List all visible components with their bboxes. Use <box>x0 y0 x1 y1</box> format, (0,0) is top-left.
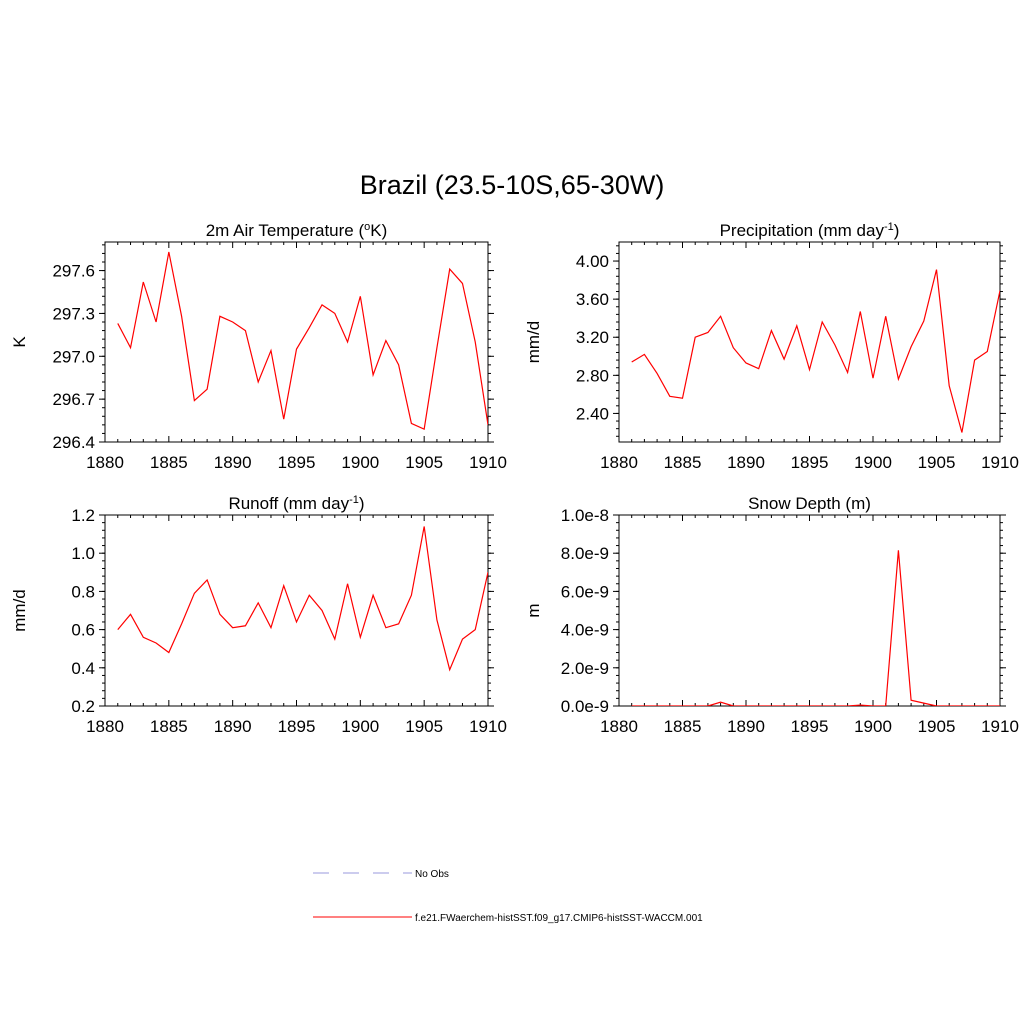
panel-title: Snow Depth (m) <box>748 494 871 513</box>
y-tick-label: 297.0 <box>52 347 95 366</box>
legend: No Obs f.e21.FWaerchem-histSST.f09_g17.C… <box>313 869 703 924</box>
series-line <box>117 251 488 431</box>
series-line <box>117 526 488 672</box>
y-tick-label: 0.8 <box>71 582 95 601</box>
x-tick-label: 1910 <box>469 453 507 472</box>
y-tick-label: 1.2 <box>71 506 95 525</box>
x-tick-label: 1895 <box>278 453 316 472</box>
x-tick-label: 1880 <box>86 717 124 736</box>
x-tick-label: 1880 <box>600 717 638 736</box>
x-tick-label: 1905 <box>405 453 443 472</box>
y-tick-label: 4.0e-9 <box>561 621 609 640</box>
x-tick-label: 1900 <box>854 717 892 736</box>
y-tick-label: 0.6 <box>71 621 95 640</box>
x-tick-label: 1885 <box>150 453 188 472</box>
y-tick-label: 1.0 <box>71 544 95 563</box>
x-tick-label: 1910 <box>981 717 1019 736</box>
x-tick-label: 1895 <box>278 717 316 736</box>
series-line <box>631 550 1000 706</box>
x-tick-label: 1890 <box>727 453 765 472</box>
figure-title: Brazil (23.5-10S,65-30W) <box>360 170 665 200</box>
x-tick-label: 1885 <box>664 453 702 472</box>
y-axis-label: m <box>524 603 543 617</box>
x-tick-label: 1880 <box>600 453 638 472</box>
y-tick-label: 0.2 <box>71 697 95 716</box>
x-tick-label: 1900 <box>341 453 379 472</box>
y-tick-label: 3.20 <box>576 328 609 347</box>
panel-title: 2m Air Temperature (oK) <box>206 221 388 240</box>
x-tick-label: 1895 <box>791 717 829 736</box>
x-tick-label: 1910 <box>469 717 507 736</box>
plot-frame <box>104 514 489 707</box>
y-tick-label: 297.6 <box>52 262 95 281</box>
panel-1: 2m Air Temperature (oK) K 1880 1885 1890 1895… <box>10 221 507 472</box>
y-tick-label: 8.0e-9 <box>561 544 609 563</box>
series-line <box>631 269 1000 433</box>
x-tick-label: 1890 <box>727 717 765 736</box>
panel-title: Runoff (mm day-1) <box>228 494 364 513</box>
x-tick-label: 1890 <box>214 717 252 736</box>
y-tick-label: 2.40 <box>576 404 609 423</box>
y-tick-label: 0.4 <box>71 659 95 678</box>
y-tick-label: 1.0e-8 <box>561 506 609 525</box>
x-tick-label: 1885 <box>664 717 702 736</box>
plot-frame <box>618 241 1001 443</box>
y-tick-label: 0.0e-9 <box>561 697 609 716</box>
x-tick-label: 1900 <box>854 453 892 472</box>
y-tick-label: 296.7 <box>52 390 95 409</box>
plot-frame <box>104 241 489 443</box>
y-axis-label: mm/d <box>10 589 29 632</box>
x-tick-label: 1905 <box>405 717 443 736</box>
legend-label-no-obs: No Obs <box>415 869 449 880</box>
y-tick-label: 2.80 <box>576 366 609 385</box>
panel-4: Snow Depth (m) m 1880 1885 1890 1895 1900 1905 1… <box>524 494 1019 736</box>
x-tick-label: 1910 <box>981 453 1019 472</box>
y-tick-label: 296.4 <box>52 433 95 452</box>
plot-frame <box>618 514 1001 707</box>
y-axis-label: mm/d <box>524 321 543 364</box>
x-tick-label: 1905 <box>918 717 956 736</box>
x-tick-label: 1900 <box>341 717 379 736</box>
x-tick-label: 1880 <box>86 453 124 472</box>
panel-3: Runoff (mm day-1) mm/d 1880 1885 1890 1895 190… <box>10 494 507 736</box>
x-tick-label: 1885 <box>150 717 188 736</box>
x-tick-label: 1905 <box>918 453 956 472</box>
y-tick-label: 6.0e-9 <box>561 582 609 601</box>
legend-label-model: f.e21.FWaerchem-histSST.f09_g17.CMIP6-hi… <box>415 913 703 924</box>
y-tick-label: 4.00 <box>576 252 609 271</box>
y-tick-label: 3.60 <box>576 290 609 309</box>
x-tick-label: 1895 <box>791 453 829 472</box>
y-tick-label: 297.3 <box>52 304 95 323</box>
panel-title: Precipitation (mm day-1) <box>720 221 900 240</box>
panel-2: Precipitation (mm day-1) mm/d 1880 1885 1890… <box>524 221 1019 472</box>
y-axis-label: K <box>10 336 29 348</box>
x-tick-label: 1890 <box>214 453 252 472</box>
y-tick-label: 2.0e-9 <box>561 659 609 678</box>
